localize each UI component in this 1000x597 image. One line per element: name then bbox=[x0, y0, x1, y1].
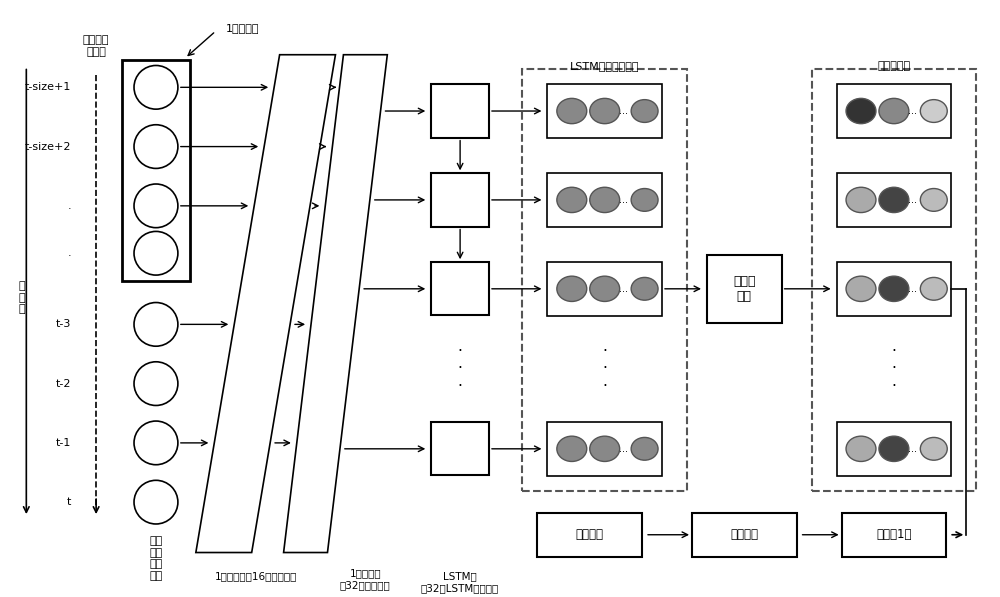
Bar bbox=[812, 69, 976, 491]
Ellipse shape bbox=[134, 125, 178, 168]
Text: t-3: t-3 bbox=[56, 319, 71, 330]
Text: ...: ... bbox=[619, 106, 628, 116]
Ellipse shape bbox=[590, 187, 620, 213]
Ellipse shape bbox=[631, 438, 658, 460]
Text: ...: ... bbox=[619, 195, 628, 205]
Text: LSTM层
（32个LSTM神经元）: LSTM层 （32个LSTM神经元） bbox=[421, 571, 499, 593]
Text: ...: ... bbox=[619, 444, 628, 454]
Ellipse shape bbox=[134, 184, 178, 227]
Ellipse shape bbox=[846, 436, 876, 461]
Text: .: . bbox=[68, 201, 71, 211]
Text: ...: ... bbox=[908, 195, 917, 205]
Text: 发电
功率
时间
序列: 发电 功率 时间 序列 bbox=[149, 536, 163, 581]
Ellipse shape bbox=[846, 99, 876, 124]
Text: 注意力
机制: 注意力 机制 bbox=[733, 275, 756, 303]
Bar bbox=[837, 261, 951, 316]
Bar bbox=[837, 421, 951, 476]
Text: 1维卷积层
（32个卷积核）: 1维卷积层 （32个卷积核） bbox=[340, 568, 391, 590]
Bar bbox=[537, 512, 642, 557]
Ellipse shape bbox=[631, 100, 658, 122]
Text: t-size+2: t-size+2 bbox=[25, 141, 71, 152]
Ellipse shape bbox=[590, 436, 620, 461]
Ellipse shape bbox=[557, 99, 587, 124]
Text: t-2: t-2 bbox=[56, 378, 71, 389]
Bar bbox=[431, 173, 489, 227]
Ellipse shape bbox=[846, 276, 876, 301]
Ellipse shape bbox=[631, 278, 658, 300]
Text: .: . bbox=[68, 248, 71, 259]
Bar bbox=[122, 60, 190, 281]
Text: ...: ... bbox=[908, 444, 917, 454]
Ellipse shape bbox=[590, 276, 620, 301]
Bar bbox=[431, 84, 489, 138]
Ellipse shape bbox=[134, 66, 178, 109]
Ellipse shape bbox=[134, 232, 178, 275]
Text: ·
·
·: · · · bbox=[458, 344, 463, 393]
Ellipse shape bbox=[631, 189, 658, 211]
Text: t-size+1: t-size+1 bbox=[25, 82, 71, 93]
Ellipse shape bbox=[557, 276, 587, 301]
Text: 1维卷积核: 1维卷积核 bbox=[226, 23, 259, 33]
Bar bbox=[842, 512, 946, 557]
Text: 预测输出: 预测输出 bbox=[576, 528, 604, 541]
Bar bbox=[547, 421, 662, 476]
Text: 全连接层: 全连接层 bbox=[730, 528, 758, 541]
Text: 1维卷积层（16个卷积核）: 1维卷积层（16个卷积核） bbox=[214, 571, 297, 581]
Bar bbox=[431, 422, 489, 475]
Text: ·
·
·: · · · bbox=[891, 344, 896, 393]
Ellipse shape bbox=[134, 481, 178, 524]
Bar bbox=[837, 84, 951, 139]
Bar bbox=[837, 173, 951, 227]
Text: ...: ... bbox=[908, 106, 917, 116]
Text: ·
·
·: · · · bbox=[602, 344, 607, 393]
Ellipse shape bbox=[557, 436, 587, 461]
Ellipse shape bbox=[920, 278, 947, 300]
Ellipse shape bbox=[846, 187, 876, 213]
Text: ...: ... bbox=[908, 284, 917, 294]
Bar bbox=[707, 255, 782, 323]
Text: 注意力向量: 注意力向量 bbox=[877, 61, 910, 71]
Text: 展开成1维: 展开成1维 bbox=[876, 528, 912, 541]
Ellipse shape bbox=[879, 99, 909, 124]
Text: t: t bbox=[67, 497, 71, 507]
Bar bbox=[547, 261, 662, 316]
Ellipse shape bbox=[920, 438, 947, 460]
Text: t-1: t-1 bbox=[56, 438, 71, 448]
Ellipse shape bbox=[134, 421, 178, 464]
Bar bbox=[431, 262, 489, 315]
Bar bbox=[522, 69, 687, 491]
Text: 卷积核滑
动方向: 卷积核滑 动方向 bbox=[83, 35, 109, 57]
Text: LSTM隐层输出向量: LSTM隐层输出向量 bbox=[570, 61, 639, 71]
Ellipse shape bbox=[879, 276, 909, 301]
Ellipse shape bbox=[879, 436, 909, 461]
Bar bbox=[547, 173, 662, 227]
Bar bbox=[547, 84, 662, 139]
Ellipse shape bbox=[557, 187, 587, 213]
Ellipse shape bbox=[920, 189, 947, 211]
Text: 时
间
轴: 时 间 轴 bbox=[18, 281, 25, 314]
Bar bbox=[692, 512, 797, 557]
Ellipse shape bbox=[590, 99, 620, 124]
Ellipse shape bbox=[134, 303, 178, 346]
Ellipse shape bbox=[879, 187, 909, 213]
Ellipse shape bbox=[134, 362, 178, 405]
Ellipse shape bbox=[920, 100, 947, 122]
Text: ...: ... bbox=[619, 284, 628, 294]
